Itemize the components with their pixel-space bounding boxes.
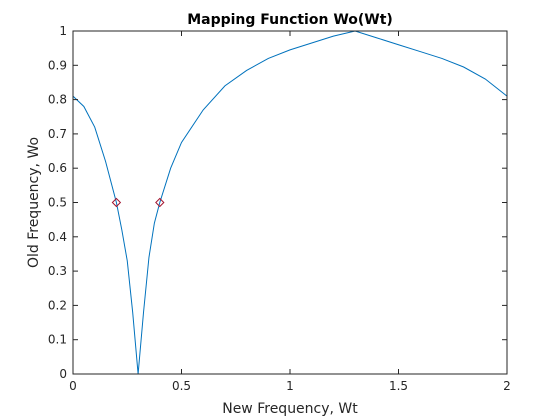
chart-title: Mapping Function Wo(Wt)	[187, 12, 393, 28]
y-tick-label: 0	[59, 367, 67, 381]
y-axis-label: Old Frequency, Wo	[26, 137, 42, 268]
series-layer	[72, 30, 508, 375]
y-tick-label: 0.5	[48, 196, 67, 210]
x-axis-label: New Frequency, Wt	[222, 401, 358, 417]
y-tick-label: 0.2	[48, 298, 67, 312]
x-tick-label: 0	[69, 379, 77, 393]
diamond-marker-1	[155, 197, 165, 208]
plot-area	[73, 31, 507, 374]
y-tick-label: 0.8	[48, 93, 67, 107]
diamond-marker-0	[111, 197, 122, 208]
y-tick-label: 0.7	[48, 127, 67, 141]
y-tick-label: 0.1	[48, 333, 67, 347]
x-tick-label: 1	[286, 379, 294, 393]
series-line-0	[72, 30, 508, 375]
y-tick-label: 0.4	[48, 230, 67, 244]
x-tick-label: 1.5	[389, 379, 408, 393]
y-tick-label: 0.3	[48, 264, 67, 278]
y-tick-label: 0.6	[48, 161, 67, 175]
axes-layer: 0 0.5 1 1.5 2 0 0.1 0.2 0.3 0.4 0.5 0.6 0.7 0.8 0.9 1	[48, 24, 511, 393]
x-tick-label: 0.5	[172, 379, 191, 393]
y-tick-label: 1	[59, 24, 67, 38]
x-tick-label: 2	[503, 379, 511, 393]
y-tick-label: 0.9	[48, 58, 67, 72]
